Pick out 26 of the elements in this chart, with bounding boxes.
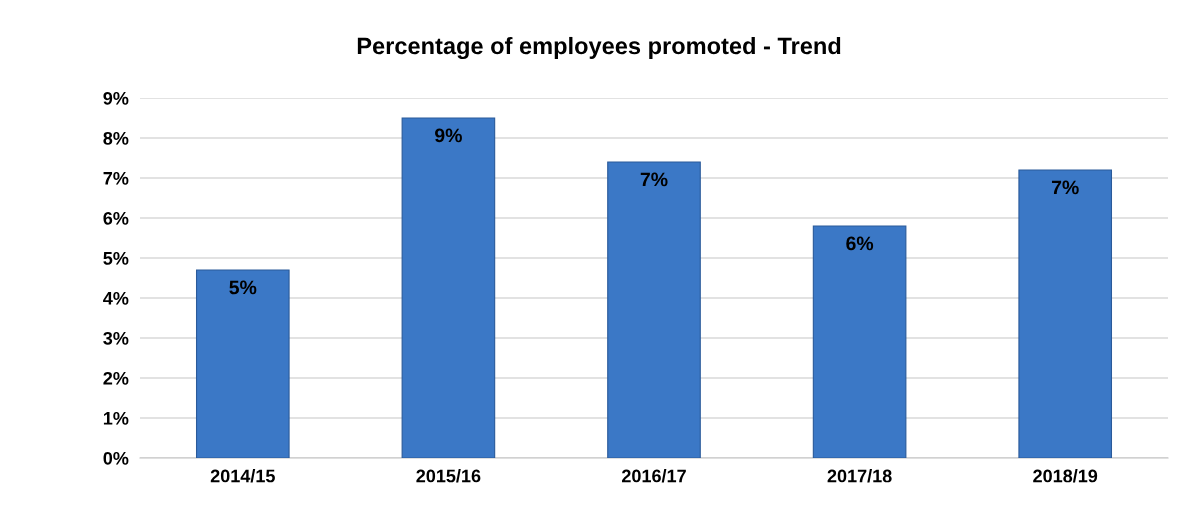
bar	[1018, 169, 1113, 458]
x-tick-label: 2016/17	[622, 469, 686, 483]
data-label: 7%	[1051, 180, 1079, 195]
y-tick-label: 9%	[103, 91, 129, 105]
y-tick-label: 5%	[103, 251, 129, 265]
data-label: 7%	[640, 172, 668, 187]
x-tick-label: 2018/19	[1033, 469, 1098, 483]
y-tick-label: 4%	[103, 291, 129, 305]
y-tick-label: 0%	[103, 451, 129, 465]
x-tick-label: 2017/18	[827, 469, 892, 483]
y-tick-label: 7%	[103, 171, 129, 185]
y-tick-label: 8%	[103, 131, 129, 145]
data-label: 9%	[435, 128, 462, 143]
data-label: 6%	[846, 236, 874, 251]
y-tick-label: 3%	[103, 331, 129, 345]
y-tick-label: 2%	[103, 371, 129, 385]
x-tick-label: 2015/16	[416, 469, 481, 483]
bar	[401, 117, 496, 458]
x-tick-label: 2014/15	[210, 469, 275, 483]
chart-title: Percentage of employees promoted - Trend	[357, 36, 841, 60]
bar	[195, 269, 290, 458]
y-tick-label: 6%	[103, 211, 129, 225]
bar	[812, 225, 907, 458]
bar	[607, 161, 701, 458]
y-tick-label: 1%	[103, 411, 129, 425]
data-label: 5%	[229, 280, 257, 295]
